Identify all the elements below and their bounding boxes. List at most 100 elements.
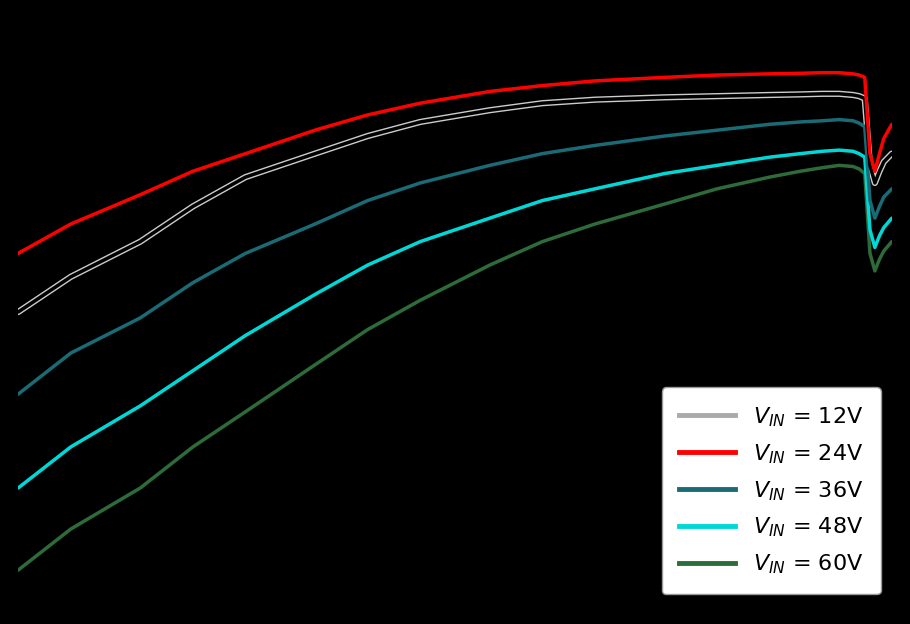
$V_{IN}$ = 48V — [362, 261, 373, 269]
$V_{IN}$ = 60V — [817, 164, 828, 172]
$V_{IN}$ = 12V — [764, 91, 775, 99]
$V_{IN}$ = 48V — [309, 291, 320, 298]
$V_{IN}$ = 36V — [795, 118, 806, 125]
$V_{IN}$ = 36V — [66, 349, 76, 357]
$V_{IN}$ = 24V — [817, 69, 828, 76]
$V_{IN}$ = 12V — [874, 167, 885, 175]
$V_{IN}$ = 12V — [309, 150, 320, 157]
$V_{IN}$ = 60V — [415, 296, 426, 304]
$V_{IN}$ = 60V — [886, 238, 897, 245]
$V_{IN}$ = 24V — [869, 167, 880, 175]
$V_{IN}$ = 60V — [240, 408, 251, 416]
Line: $V_{IN}$ = 48V: $V_{IN}$ = 48V — [18, 150, 892, 488]
$V_{IN}$ = 48V — [240, 332, 251, 339]
$V_{IN}$ = 48V — [484, 215, 495, 222]
$V_{IN}$ = 12V — [834, 90, 844, 97]
$V_{IN}$ = 12V — [240, 173, 251, 181]
$V_{IN}$ = 12V — [66, 273, 76, 281]
$V_{IN}$ = 24V — [309, 127, 320, 134]
$V_{IN}$ = 48V — [869, 244, 880, 251]
$V_{IN}$ = 48V — [878, 224, 889, 232]
$V_{IN}$ = 60V — [659, 200, 670, 208]
$V_{IN}$ = 36V — [886, 185, 897, 193]
$V_{IN}$ = 48V — [187, 367, 198, 374]
$V_{IN}$ = 60V — [764, 173, 775, 181]
$V_{IN}$ = 24V — [795, 69, 806, 77]
$V_{IN}$ = 24V — [854, 71, 864, 79]
$V_{IN}$ = 60V — [135, 484, 146, 492]
$V_{IN}$ = 48V — [66, 443, 76, 451]
$V_{IN}$ = 60V — [795, 167, 806, 175]
$V_{IN}$ = 24V — [834, 69, 844, 76]
$V_{IN}$ = 12V — [590, 96, 601, 104]
$V_{IN}$ = 36V — [537, 150, 548, 157]
Line: $V_{IN}$ = 60V: $V_{IN}$ = 60V — [18, 165, 892, 570]
$V_{IN}$ = 36V — [834, 116, 844, 124]
$V_{IN}$ = 36V — [847, 117, 858, 125]
$V_{IN}$ = 48V — [874, 232, 885, 240]
$V_{IN}$ = 24V — [362, 111, 373, 119]
$V_{IN}$ = 12V — [362, 132, 373, 140]
$V_{IN}$ = 36V — [362, 197, 373, 204]
$V_{IN}$ = 12V — [712, 92, 723, 100]
$V_{IN}$ = 12V — [415, 118, 426, 125]
$V_{IN}$ = 60V — [362, 326, 373, 333]
$V_{IN}$ = 60V — [712, 185, 723, 193]
$V_{IN}$ = 36V — [590, 142, 601, 149]
$V_{IN}$ = 48V — [864, 226, 875, 233]
$V_{IN}$ = 36V — [13, 391, 24, 398]
$V_{IN}$ = 12V — [795, 90, 806, 98]
$V_{IN}$ = 36V — [817, 117, 828, 125]
$V_{IN}$ = 36V — [187, 279, 198, 286]
$V_{IN}$ = 24V — [187, 167, 198, 175]
$V_{IN}$ = 12V — [864, 162, 875, 169]
$V_{IN}$ = 60V — [187, 443, 198, 451]
$V_{IN}$ = 36V — [764, 120, 775, 128]
$V_{IN}$ = 12V — [187, 203, 198, 210]
$V_{IN}$ = 12V — [537, 99, 548, 107]
$V_{IN}$ = 60V — [66, 525, 76, 533]
$V_{IN}$ = 36V — [415, 179, 426, 187]
$V_{IN}$ = 36V — [869, 215, 880, 222]
$V_{IN}$ = 24V — [590, 77, 601, 85]
$V_{IN}$ = 12V — [659, 94, 670, 101]
$V_{IN}$ = 12V — [854, 92, 864, 100]
$V_{IN}$ = 48V — [537, 197, 548, 204]
$V_{IN}$ = 24V — [712, 71, 723, 79]
$V_{IN}$ = 48V — [859, 154, 870, 161]
$V_{IN}$ = 36V — [874, 203, 885, 210]
$V_{IN}$ = 48V — [415, 238, 426, 245]
$V_{IN}$ = 60V — [484, 261, 495, 269]
$V_{IN}$ = 12V — [817, 90, 828, 97]
$V_{IN}$ = 24V — [415, 99, 426, 107]
$V_{IN}$ = 12V — [869, 179, 880, 187]
$V_{IN}$ = 60V — [878, 247, 889, 255]
$V_{IN}$ = 60V — [869, 267, 880, 275]
$V_{IN}$ = 60V — [847, 163, 858, 170]
$V_{IN}$ = 36V — [854, 119, 864, 127]
$V_{IN}$ = 60V — [864, 250, 875, 257]
$V_{IN}$ = 60V — [859, 170, 870, 177]
$V_{IN}$ = 60V — [309, 361, 320, 369]
$V_{IN}$ = 24V — [659, 74, 670, 81]
$V_{IN}$ = 12V — [484, 107, 495, 114]
$V_{IN}$ = 36V — [659, 132, 670, 140]
$V_{IN}$ = 60V — [537, 238, 548, 245]
$V_{IN}$ = 48V — [834, 147, 844, 154]
Line: $V_{IN}$ = 36V: $V_{IN}$ = 36V — [18, 120, 892, 394]
$V_{IN}$ = 48V — [817, 147, 828, 155]
$V_{IN}$ = 36V — [484, 162, 495, 169]
$V_{IN}$ = 48V — [659, 170, 670, 177]
$V_{IN}$ = 48V — [847, 147, 858, 155]
$V_{IN}$ = 48V — [135, 402, 146, 409]
$V_{IN}$ = 12V — [13, 308, 24, 316]
$V_{IN}$ = 48V — [712, 162, 723, 169]
Line: $V_{IN}$ = 12V: $V_{IN}$ = 12V — [18, 94, 892, 312]
$V_{IN}$ = 48V — [886, 215, 897, 222]
$V_{IN}$ = 36V — [135, 314, 146, 321]
$V_{IN}$ = 24V — [847, 70, 858, 77]
$V_{IN}$ = 12V — [878, 158, 889, 165]
Legend: $V_{IN}$ = 12V, $V_{IN}$ = 24V, $V_{IN}$ = 36V, $V_{IN}$ = 48V, $V_{IN}$ = 60V: $V_{IN}$ = 12V, $V_{IN}$ = 24V, $V_{IN}$… — [662, 388, 881, 594]
$V_{IN}$ = 48V — [590, 185, 601, 193]
$V_{IN}$ = 60V — [13, 567, 24, 574]
